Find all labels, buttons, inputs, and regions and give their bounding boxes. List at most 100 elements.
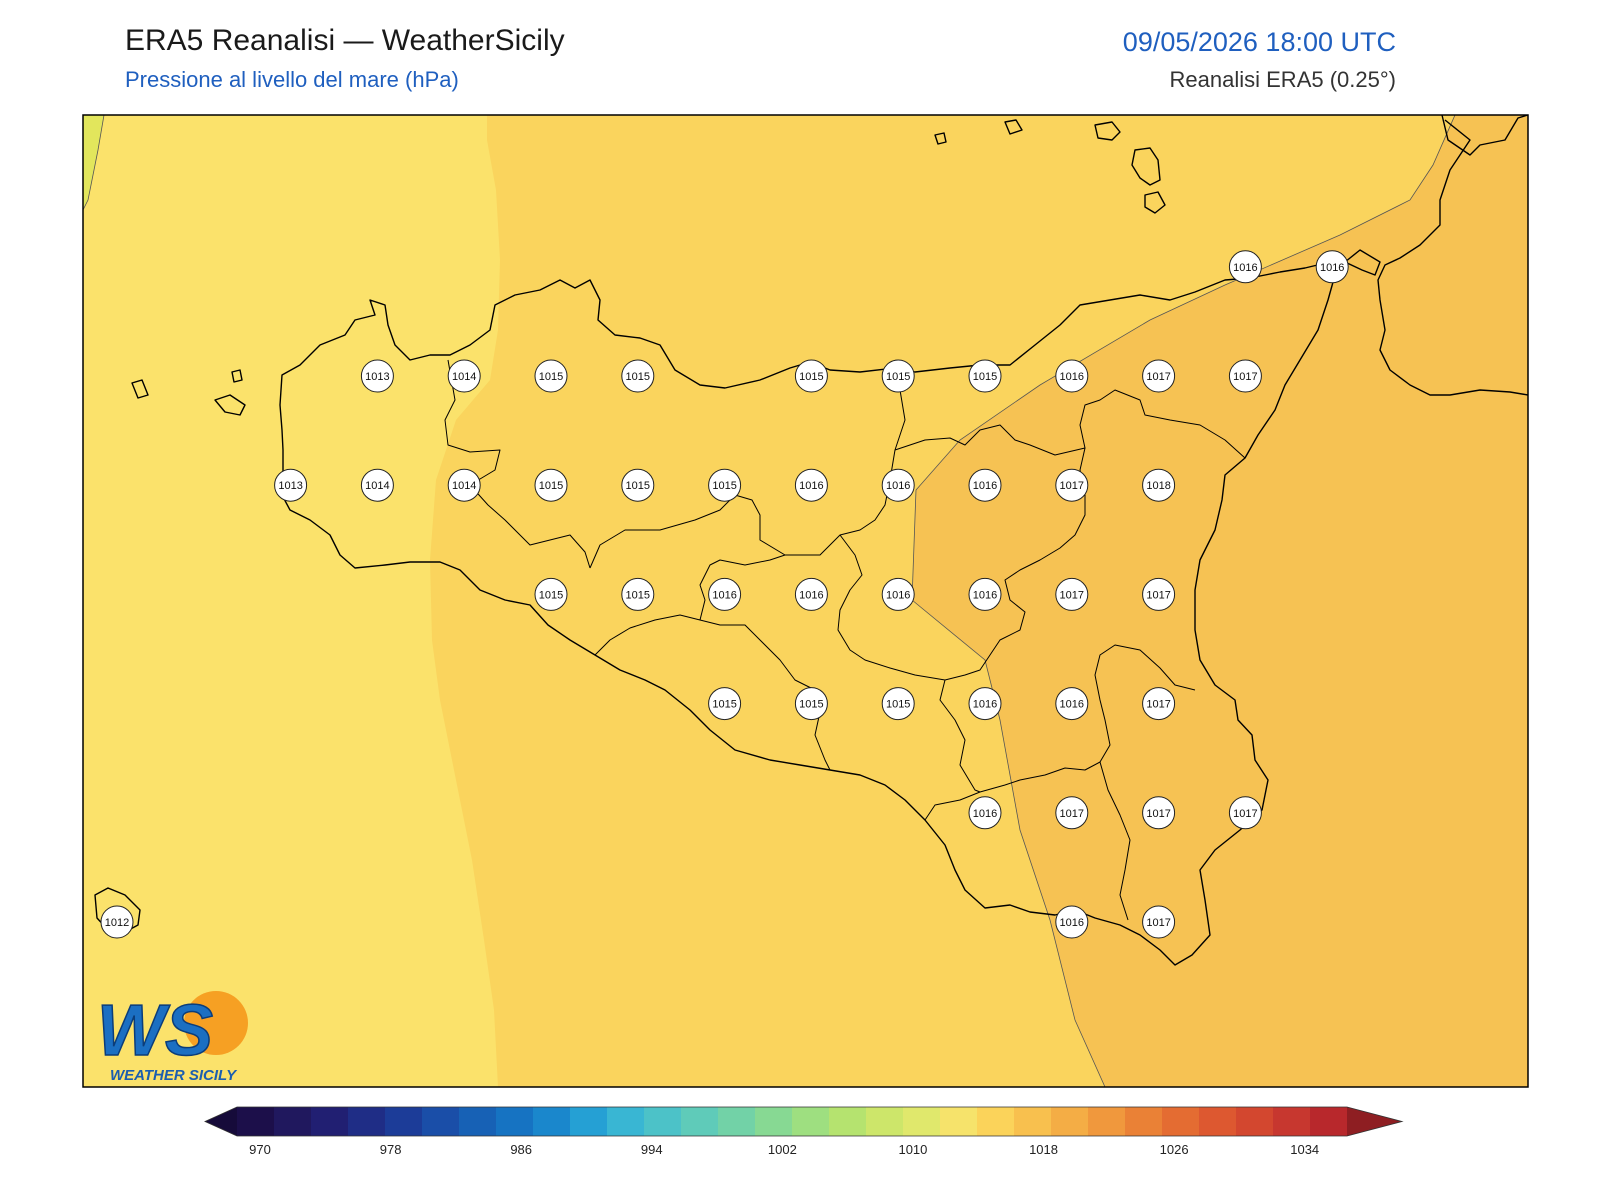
colorbar-tick-label: 1002 <box>768 1142 797 1157</box>
colorbar-swatch <box>1310 1107 1348 1136</box>
station-marker: 1012 <box>100 905 134 939</box>
station-marker: 1016 <box>881 468 915 502</box>
colorbar-tick-label: 986 <box>510 1142 532 1157</box>
aeolian-salina <box>1094 121 1121 141</box>
station-value: 1018 <box>1146 480 1170 492</box>
field-central <box>430 115 1455 1087</box>
station-marker: 1016 <box>794 468 828 502</box>
station-value: 1016 <box>886 480 910 492</box>
map-subtitle: Pressione al livello del mare (hPa) <box>125 67 459 92</box>
station-value: 1016 <box>973 699 997 711</box>
station-marker: 1014 <box>447 359 481 393</box>
station-circle <box>968 468 1002 502</box>
logo-sun <box>184 991 248 1055</box>
colorbar-swatch <box>385 1107 423 1136</box>
colorbar-swatch <box>496 1107 534 1136</box>
border-ragusa <box>924 784 1006 821</box>
colorbar-swatch <box>1088 1107 1126 1136</box>
station-marker: 1015 <box>708 468 742 502</box>
station-circle <box>360 359 394 393</box>
colorbar-swatch <box>1014 1107 1052 1136</box>
island-ustica <box>934 132 947 145</box>
station-marker: 1017 <box>1055 468 1089 502</box>
station-marker: 1016 <box>708 577 742 611</box>
border-trapani-palermo <box>444 359 591 569</box>
logo-letters: WS <box>97 991 213 1071</box>
station-value: 1016 <box>1060 371 1084 383</box>
station-marker: 1017 <box>1142 577 1176 611</box>
colorbar-swatch <box>644 1107 682 1136</box>
station-marker: 1018 <box>1142 468 1176 502</box>
station-circle <box>1142 796 1176 830</box>
egadi-levanzo <box>231 369 243 383</box>
station-value: 1015 <box>539 480 563 492</box>
station-circle <box>1055 796 1089 830</box>
colorbar-swatch <box>459 1107 497 1136</box>
field-east <box>912 115 1528 1087</box>
station-marker: 1015 <box>534 577 568 611</box>
colorbar-swatch <box>1236 1107 1274 1136</box>
station-circle <box>1055 905 1089 939</box>
station-value: 1016 <box>973 589 997 601</box>
station-value: 1016 <box>973 480 997 492</box>
station-marker: 1017 <box>1142 905 1176 939</box>
station-circle <box>881 359 915 393</box>
colorbar-swatch <box>607 1107 645 1136</box>
station-marker: 1015 <box>621 577 655 611</box>
station-circle <box>1055 359 1089 393</box>
station-value: 1016 <box>1060 917 1084 929</box>
station-marker: 1016 <box>1055 905 1089 939</box>
station-marker: 1016 <box>1315 250 1349 284</box>
station-circle <box>1228 796 1262 830</box>
colorbar-swatch <box>1051 1107 1089 1136</box>
station-value: 1017 <box>1146 371 1170 383</box>
station-marker: 1016 <box>1055 359 1089 393</box>
station-marker: 1017 <box>1142 687 1176 721</box>
station-marker: 1015 <box>794 687 828 721</box>
station-marker: 1015 <box>881 359 915 393</box>
station-value: 1017 <box>1146 699 1170 711</box>
colorbar-swatch <box>681 1107 719 1136</box>
station-circle <box>274 468 308 502</box>
colorbar-swatch <box>903 1107 941 1136</box>
colorbar-tick-label: 978 <box>380 1142 402 1157</box>
sicily-coastline <box>279 261 1341 966</box>
coastlines <box>94 114 1529 966</box>
station-marker: 1017 <box>1228 796 1262 830</box>
station-value: 1016 <box>886 589 910 601</box>
colorbar-swatch <box>977 1107 1015 1136</box>
station-marker: 1014 <box>447 468 481 502</box>
station-value: 1015 <box>539 371 563 383</box>
station-marker: 1016 <box>968 796 1002 830</box>
station-circle <box>621 359 655 393</box>
colorbar-tick-label: 970 <box>249 1142 271 1157</box>
station-value: 1015 <box>799 699 823 711</box>
border-messina-catania <box>894 389 1246 459</box>
station-circle <box>534 468 568 502</box>
field-far-west-strip <box>83 115 104 210</box>
station-circle <box>881 687 915 721</box>
colorbar-swatch <box>422 1107 460 1136</box>
station-value: 1017 <box>1060 808 1084 820</box>
colorbar-outline <box>204 1106 1404 1137</box>
station-marker: 1017 <box>1055 796 1089 830</box>
station-circle <box>881 468 915 502</box>
station-marker: 1016 <box>1055 687 1089 721</box>
station-circle <box>708 468 742 502</box>
station-circle <box>1142 687 1176 721</box>
colorbar-swatch <box>1162 1107 1200 1136</box>
station-circle <box>794 359 828 393</box>
station-circle <box>794 577 828 611</box>
data-source: Reanalisi ERA5 (0.25°) <box>1169 67 1396 92</box>
station-value: 1014 <box>452 371 476 383</box>
egadi-marettimo <box>131 379 149 399</box>
station-value: 1014 <box>365 480 389 492</box>
station-marker: 1015 <box>534 359 568 393</box>
colorbar-swatch <box>348 1107 386 1136</box>
map-title: ERA5 Reanalisi — WeatherSicily <box>125 24 565 57</box>
station-value: 1015 <box>973 371 997 383</box>
station-marker: 1017 <box>1142 359 1176 393</box>
station-value: 1015 <box>626 480 650 492</box>
station-circle <box>968 687 1002 721</box>
station-circle <box>1315 250 1349 284</box>
